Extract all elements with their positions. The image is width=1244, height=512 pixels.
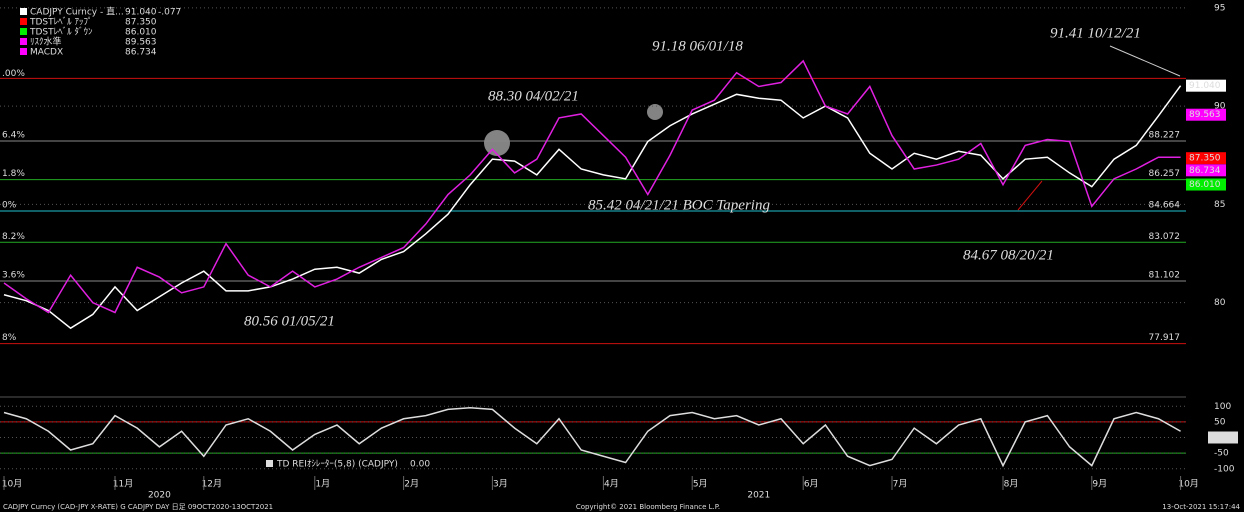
- y-tick-label: -100: [1214, 464, 1235, 474]
- legend-name: CADJPY Curncy - 直...: [30, 6, 124, 18]
- x-tick-label: 10月: [2, 479, 22, 490]
- price-tag-label: 86.010: [1189, 180, 1221, 190]
- legend-swatch: [20, 18, 27, 25]
- year-label: 2020: [148, 491, 171, 501]
- level-pct: .00%: [2, 69, 25, 79]
- level-value: 81.102: [1149, 270, 1181, 280]
- legend-name: TDSTﾚﾍﾞﾙ ｱｯﾌﾟ: [29, 17, 93, 28]
- level-pct: 1.8%: [2, 169, 25, 179]
- x-tick-label: 1月: [315, 479, 330, 490]
- level-value: 84.664: [1149, 200, 1181, 210]
- x-tick-label: 4月: [604, 479, 619, 490]
- legend-value: 89.563: [125, 38, 157, 48]
- x-tick-label: 12月: [202, 479, 222, 490]
- legend-name: ﾘｽｸ水準: [30, 36, 62, 48]
- pointer: [1109, 45, 1181, 77]
- legend-value: 86.734: [125, 48, 157, 58]
- oscillator-line: [3, 407, 1181, 468]
- panel-title: TD REIｵｼﾚｰﾀｰ(5,8) (CADJPY): [276, 459, 398, 470]
- y-tick-label: 100: [1214, 402, 1231, 412]
- legend-swatch: [20, 38, 27, 45]
- annotation: 84.67 08/20/21: [963, 247, 1054, 263]
- level-pct: 8.2%: [2, 232, 25, 242]
- level-pct: 6.4%: [2, 130, 25, 140]
- level-value: 86.257: [1149, 169, 1181, 179]
- legend-swatch: [20, 8, 27, 15]
- x-tick-label: 7月: [893, 479, 908, 490]
- annotation: 80.56 01/05/21: [244, 313, 335, 329]
- annotation: 91.41 10/12/21: [1050, 25, 1141, 41]
- price-tag: [1186, 164, 1226, 177]
- x-tick-label: 9月: [1092, 479, 1107, 490]
- annotation: 85.42 04/21/21 BOC Tapering: [588, 197, 770, 213]
- y-tick-label: 50: [1214, 417, 1226, 427]
- price-line: [3, 85, 1182, 330]
- x-tick-label: 10月: [1178, 479, 1198, 490]
- price-tag-label: 89.563: [1189, 110, 1221, 120]
- legend-change: -.077: [158, 8, 181, 18]
- legend-value: 87.350: [125, 18, 157, 28]
- year-label: 2021: [747, 491, 770, 501]
- annotation: 88.30 04/02/21: [488, 88, 579, 104]
- footer-left: CADJPY Curncy (CAD-JPY X-RATE) G CADJPY …: [3, 503, 273, 511]
- legend-value: 86.010: [125, 28, 157, 38]
- panel-swatch: [266, 460, 273, 467]
- price-tag: [1186, 178, 1226, 191]
- price-tag: [1186, 108, 1226, 121]
- level-pct: 0%: [2, 200, 17, 210]
- x-tick-label: 6月: [804, 479, 819, 490]
- x-tick-label: 8月: [1004, 479, 1019, 490]
- y-tick-label: 90: [1214, 102, 1226, 112]
- y-tick-label: 80: [1214, 298, 1226, 308]
- x-tick-label: 5月: [693, 479, 708, 490]
- last-tag-label: 0.00: [1211, 433, 1231, 443]
- level-value: 77.917: [1149, 333, 1181, 343]
- price-tag-label: 86.734: [1189, 166, 1221, 176]
- legend-name: TDSTﾚﾍﾞﾙ ﾀﾞｳﾝ: [29, 27, 93, 38]
- level-value: 88.227: [1149, 130, 1181, 140]
- highlight-circle: [484, 130, 510, 156]
- price-tag: [1186, 152, 1226, 165]
- level-pct: 3.6%: [2, 270, 25, 280]
- x-tick-label: 3月: [493, 479, 508, 490]
- x-tick-label: 11月: [113, 479, 133, 490]
- annotation: 91.18 06/01/18: [652, 38, 743, 54]
- legend-value: 91.040: [125, 8, 157, 18]
- price-line: [3, 59, 1181, 314]
- level-value: 83.072: [1149, 232, 1181, 242]
- price-tag-label: 91.040: [1189, 81, 1221, 91]
- y-tick-label: 85: [1214, 200, 1225, 210]
- last-tag: [1208, 431, 1238, 444]
- y-tick-label: -50: [1214, 449, 1229, 459]
- legend-name: MACDX: [30, 48, 63, 58]
- footer-right: 13-Oct-2021 15:17:44: [1162, 503, 1240, 511]
- legend-swatch: [20, 28, 27, 35]
- footer-center: Copyright© 2021 Bloomberg Finance L.P.: [576, 503, 720, 511]
- highlight-circle: [647, 104, 663, 120]
- x-tick-label: 2月: [404, 479, 419, 490]
- panel-last: 0.00: [410, 460, 430, 470]
- price-tag: [1186, 79, 1226, 92]
- pointer: [1017, 180, 1043, 211]
- level-pct: 8%: [2, 333, 17, 343]
- y-tick-label: 95: [1214, 3, 1225, 13]
- legend-swatch: [20, 48, 27, 55]
- price-tag-label: 87.350: [1189, 154, 1221, 164]
